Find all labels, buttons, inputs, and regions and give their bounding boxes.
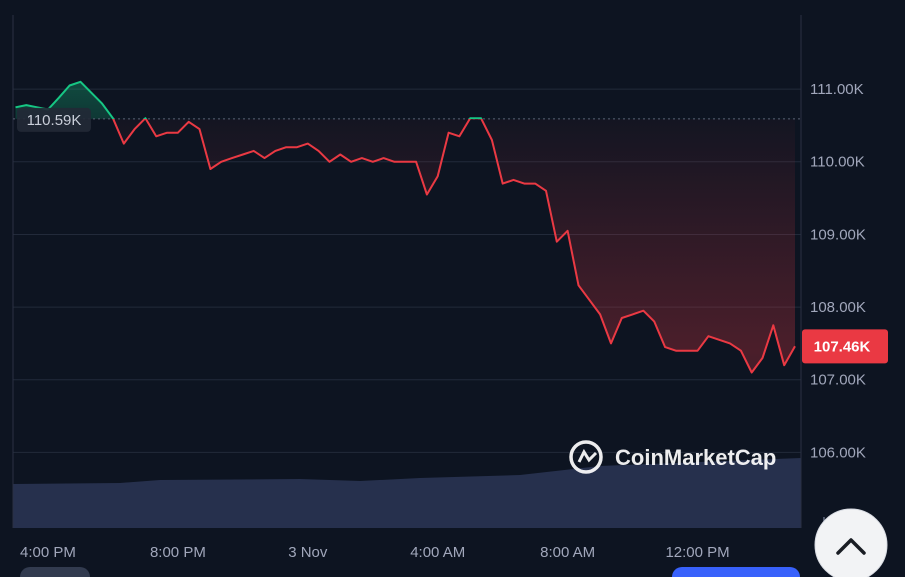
last-price-box <box>802 329 888 364</box>
watermark: CoinMarketCap <box>569 440 776 474</box>
y-tick-label: 109.00K <box>810 226 866 243</box>
plot: 110.59K 107.46K <box>13 80 888 374</box>
scroll-top-button[interactable] <box>814 508 888 577</box>
x-tick-label: 4:00 AM <box>410 544 465 561</box>
baseline-label: 110.59K <box>27 112 82 129</box>
volume-area <box>13 458 801 528</box>
last-price-label: 107.46K <box>814 338 871 355</box>
price-line <box>15 80 796 374</box>
watermark-logo-mark <box>577 448 598 463</box>
x-tick-label: 3 Nov <box>288 544 328 561</box>
x-tick-label: 4:00 PM <box>20 544 76 561</box>
toolbar-button[interactable] <box>20 567 90 577</box>
toolbar-button[interactable] <box>672 567 800 577</box>
y-tick-label: 107.00K <box>810 372 866 389</box>
y-tick-label: 110.00K <box>810 154 865 171</box>
y-tick-label: 108.00K <box>810 299 866 316</box>
grid <box>13 88 801 453</box>
scroll-top-icon[interactable] <box>836 538 866 555</box>
watermark-text: CoinMarketCap <box>615 445 776 470</box>
price-area <box>15 81 795 373</box>
scroll-top-circle[interactable] <box>814 508 888 577</box>
y-tick-label: 111.00K <box>810 81 864 98</box>
watermark-logo <box>569 440 603 474</box>
y-tick-label: 106.00K <box>810 444 866 461</box>
x-tick-label: 8:00 AM <box>540 544 595 561</box>
x-tick-label: 8:00 PM <box>150 544 206 561</box>
baseline-label-box <box>17 107 91 132</box>
x-tick-label: 12:00 PM <box>665 544 729 561</box>
